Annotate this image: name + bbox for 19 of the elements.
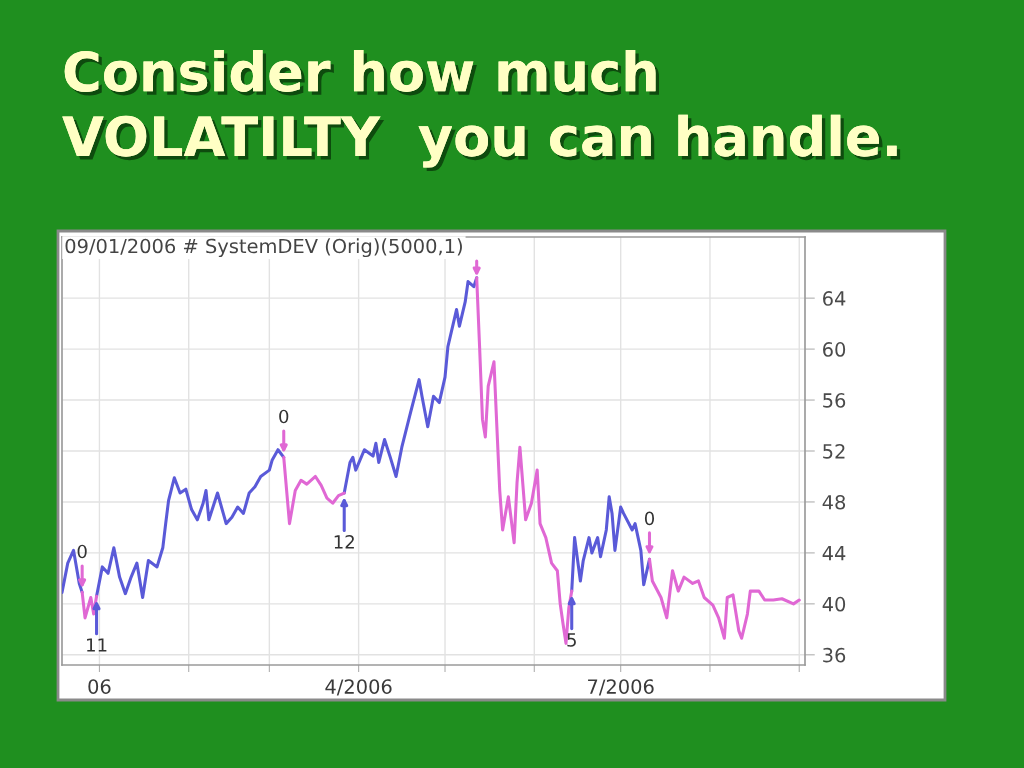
y-tick-label: 48	[822, 494, 846, 510]
annotation: 0	[77, 544, 87, 559]
annotation: 12	[334, 535, 354, 549]
y-tick-label: 44	[822, 546, 846, 561]
y-tick-label: 52	[823, 443, 845, 459]
annotation: 0	[644, 511, 655, 526]
annotation: 0	[279, 409, 289, 424]
y-tick-label: 36	[823, 647, 846, 663]
annotation: 5	[567, 633, 576, 647]
chart-title: Consider how much VOLATILTY you can handle.	[62, 50, 901, 172]
x-tick-label: 7/2006	[588, 679, 654, 696]
annotation: 11	[87, 638, 107, 652]
chart-subtitle: 09/01/2006 # SystemDEV (Orig)(5000,1)	[65, 238, 462, 258]
x-tick-label: 06	[88, 679, 111, 694]
x-tick-label: 4/2006	[325, 679, 392, 696]
y-tick-label: 60	[823, 342, 846, 357]
y-tick-label: 56	[823, 393, 846, 408]
y-tick-label: 64	[823, 291, 846, 306]
y-tick-label: 40	[822, 596, 846, 612]
